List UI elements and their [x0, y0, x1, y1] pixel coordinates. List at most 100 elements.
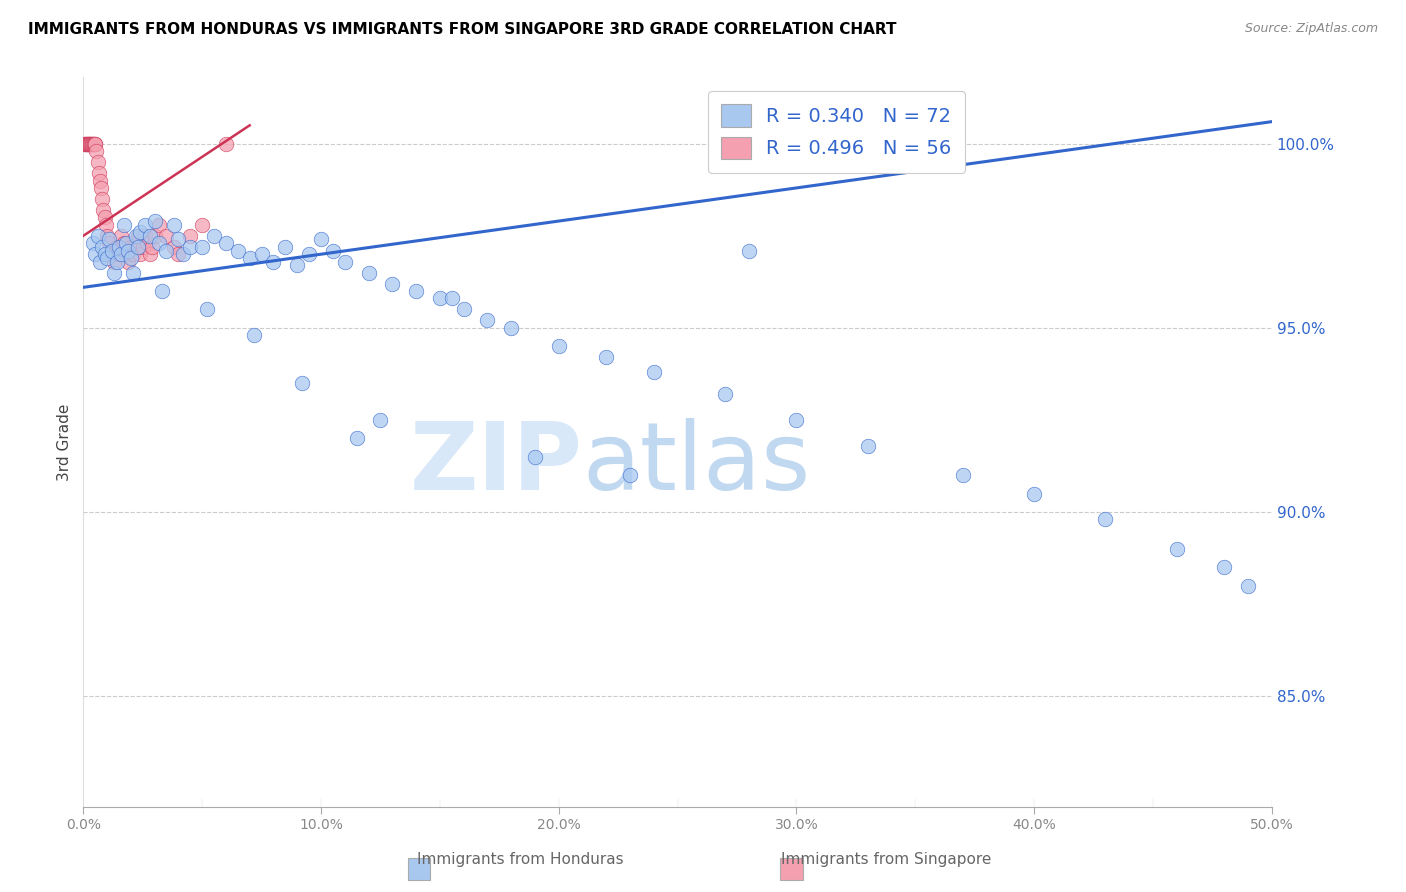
Point [405, 284, 427, 298]
Point [77, 136, 100, 151]
Point [738, 244, 761, 258]
Point [148, 218, 170, 232]
Legend: R = 0.340   N = 72, R = 0.496   N = 56: R = 0.340 N = 72, R = 0.496 N = 56 [707, 91, 965, 173]
Text: Immigrants from Honduras: Immigrants from Honduras [418, 852, 623, 867]
Point [89, 173, 111, 187]
Point [215, 136, 238, 151]
Point [93, 247, 115, 261]
Point [179, 240, 201, 254]
Text: ZIP: ZIP [409, 417, 582, 510]
Text: IMMIGRANTS FROM HONDURAS VS IMMIGRANTS FROM SINGAPORE 3RD GRADE CORRELATION CHAR: IMMIGRANTS FROM HONDURAS VS IMMIGRANTS F… [28, 22, 897, 37]
Point [141, 240, 163, 254]
Point [226, 244, 249, 258]
Point [122, 266, 145, 280]
Point [595, 351, 617, 365]
Point [167, 232, 190, 246]
Point [115, 247, 138, 261]
Point [91, 192, 114, 206]
Point [202, 228, 225, 243]
Point [381, 277, 404, 291]
Point [215, 236, 238, 251]
Point [357, 266, 380, 280]
Point [103, 266, 125, 280]
Text: Source: ZipAtlas.com: Source: ZipAtlas.com [1244, 22, 1378, 36]
Point [84, 136, 107, 151]
Point [346, 431, 368, 445]
Point [139, 228, 162, 243]
Point [124, 236, 146, 251]
Point [112, 236, 135, 251]
Point [110, 247, 132, 261]
Point [86, 155, 108, 169]
Point [83, 136, 105, 151]
Point [134, 228, 156, 243]
Point [82, 136, 104, 151]
Point [291, 376, 314, 390]
Point [429, 292, 451, 306]
Point [108, 247, 131, 261]
Point [94, 218, 117, 232]
Point [453, 302, 475, 317]
Point [93, 202, 115, 217]
Point [79, 136, 101, 151]
Point [105, 240, 128, 254]
Point [115, 236, 138, 251]
Point [643, 365, 665, 379]
Point [82, 236, 104, 251]
Point [83, 136, 105, 151]
Point [172, 247, 194, 261]
Point [139, 247, 162, 261]
Point [298, 247, 321, 261]
Point [1213, 560, 1236, 574]
Point [75, 136, 97, 151]
Point [89, 254, 111, 268]
Point [501, 321, 523, 335]
Point [83, 136, 105, 151]
Y-axis label: 3rd Grade: 3rd Grade [58, 403, 72, 481]
Point [250, 247, 273, 261]
Point [87, 166, 110, 180]
Point [148, 236, 170, 251]
Point [127, 240, 149, 254]
Point [856, 439, 879, 453]
Point [477, 313, 499, 327]
Point [90, 181, 112, 195]
Point [82, 136, 104, 151]
Point [108, 240, 131, 254]
Point [96, 251, 118, 265]
Point [86, 228, 108, 243]
Point [547, 339, 569, 353]
Point [243, 328, 266, 343]
Point [143, 214, 166, 228]
Point [136, 236, 159, 251]
Point [80, 136, 103, 151]
Point [127, 228, 149, 243]
Point [76, 136, 98, 151]
Point [75, 136, 97, 151]
Point [523, 450, 546, 464]
Point [1237, 579, 1260, 593]
Point [75, 136, 97, 151]
Point [93, 211, 115, 225]
Point [91, 240, 114, 254]
Point [191, 240, 214, 254]
Point [84, 247, 107, 261]
Point [122, 247, 145, 261]
Point [167, 247, 190, 261]
Point [333, 254, 356, 268]
Point [285, 258, 308, 272]
Point [162, 218, 184, 232]
Point [129, 225, 152, 239]
Point [370, 413, 392, 427]
Point [117, 244, 139, 258]
Point [79, 136, 101, 151]
Point [132, 240, 155, 254]
Point [120, 240, 142, 254]
Point [179, 228, 201, 243]
Point [110, 228, 132, 243]
Point [101, 244, 124, 258]
Point [952, 468, 974, 483]
Point [117, 254, 139, 268]
Point [1024, 486, 1046, 500]
Point [103, 254, 125, 268]
